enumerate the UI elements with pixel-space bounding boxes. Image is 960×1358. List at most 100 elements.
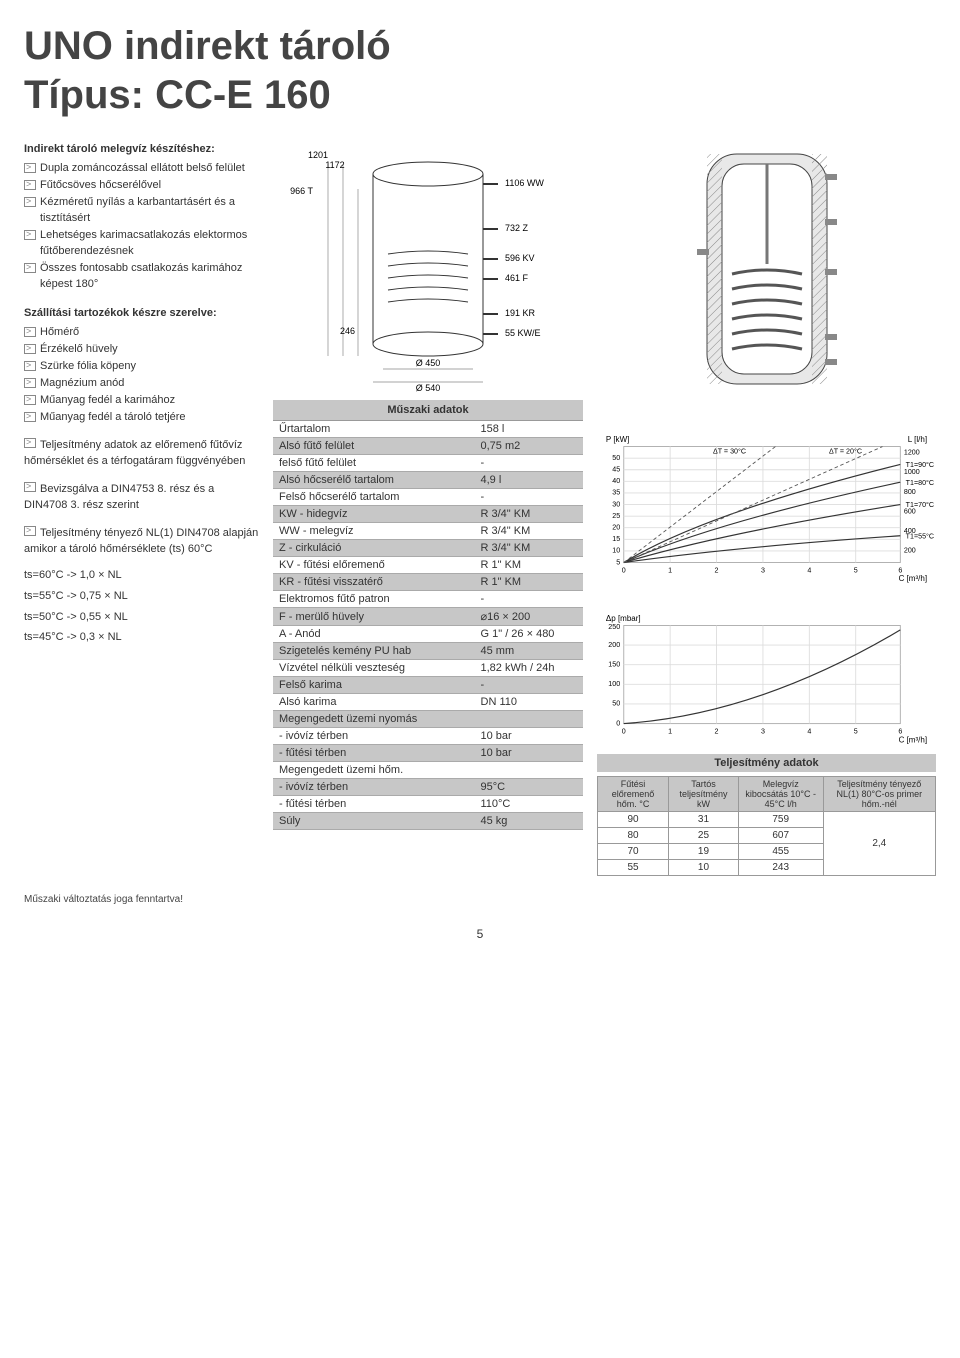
perf-cell: 455 xyxy=(738,844,823,860)
dim-label: 1201 xyxy=(308,150,328,160)
bullet-icon xyxy=(24,327,36,337)
list-text: Fűtőcsöves hőcserélővel xyxy=(40,178,161,194)
svg-text:ΔT = 20°C: ΔT = 20°C xyxy=(829,448,862,456)
perf-cell: 55 xyxy=(598,860,669,876)
svg-text:0: 0 xyxy=(622,727,626,735)
spec-header: Műszaki adatok xyxy=(273,400,583,421)
section1-list: Dupla zománcozással ellátott belső felül… xyxy=(24,161,259,293)
list-text: Lehetséges karimacsatlakozás elektormos … xyxy=(40,228,259,260)
perf-cell: 243 xyxy=(738,860,823,876)
dim-label: 1106 WW xyxy=(505,178,544,188)
power-chart: P [kW] L [l/h] xyxy=(597,424,936,594)
spec-row: Alsó karimaDN 110 xyxy=(273,694,583,711)
spec-key: Súly xyxy=(273,813,475,830)
spec-key: KR - fűtési visszatérő xyxy=(273,574,475,591)
spec-key: Alsó karima xyxy=(273,694,475,711)
footnote: Műszaki változtatás joga fenntartva! xyxy=(24,894,936,905)
spec-val: R 1" KM xyxy=(475,574,584,591)
spec-row: WW - melegvízR 3/4" KM xyxy=(273,523,583,540)
spec-key: Űrtartalom xyxy=(273,421,475,438)
perf-col: Tartós teljesítmény kW xyxy=(669,777,739,812)
spec-key: - ivóvíz térben xyxy=(273,779,475,796)
spec-row: Alsó hőcserélő tartalom4,9 l xyxy=(273,472,583,489)
dim-label: 732 Z xyxy=(505,223,529,233)
spec-row: - fűtési térben110°C xyxy=(273,796,583,813)
perf-cell-nl: 2,4 xyxy=(823,812,935,876)
spec-key: Vízvétel nélküli veszteség xyxy=(273,660,475,677)
chart-ylabel: P [kW] xyxy=(606,435,629,444)
svg-text:6: 6 xyxy=(898,566,902,574)
spec-key: KW - hidegvíz xyxy=(273,506,475,523)
spec-key: Megengedett üzemi hőm. xyxy=(273,762,475,779)
page-title-line2: Típus: CC-E 160 xyxy=(24,73,936,118)
left-column: Indirekt tároló melegvíz készítéshez: Du… xyxy=(24,134,259,876)
spec-val: 95°C xyxy=(475,779,584,796)
list-text: Magnézium anód xyxy=(40,376,124,392)
list-text: Dupla zománcozással ellátott belső felül… xyxy=(40,161,245,177)
svg-text:200: 200 xyxy=(608,641,620,649)
dim-label: 191 KR xyxy=(505,308,536,318)
svg-text:25: 25 xyxy=(612,512,620,520)
spec-val: - xyxy=(475,455,584,472)
ts-line: ts=60°C -> 1,0 × NL xyxy=(24,568,259,584)
bullet-icon xyxy=(24,395,36,405)
svg-text:0: 0 xyxy=(616,719,620,727)
para2-text: Bevizsgálva a DIN4753 8. rész és a DIN47… xyxy=(24,483,214,511)
perf-col: Melegvíz kibocsátás 10°C - 45°C l/h xyxy=(738,777,823,812)
spec-row: - ivóvíz térben95°C xyxy=(273,779,583,796)
spec-key: felső fűtő felület xyxy=(273,455,475,472)
spec-key: - fűtési térben xyxy=(273,745,475,762)
section1-heading: Indirekt tároló melegvíz készítéshez: xyxy=(24,142,259,158)
spec-val: R 3/4" KM xyxy=(475,540,584,557)
svg-text:1000: 1000 xyxy=(904,468,920,476)
svg-text:T1=90°C: T1=90°C xyxy=(906,461,934,469)
spec-row: Felső hőcserélő tartalom- xyxy=(273,489,583,506)
svg-text:45: 45 xyxy=(612,466,620,474)
spec-row: felső fűtő felület- xyxy=(273,455,583,472)
perf-cell: 25 xyxy=(669,828,739,844)
spec-row: Megengedett üzemi nyomás xyxy=(273,711,583,728)
spec-row: KW - hidegvízR 3/4" KM xyxy=(273,506,583,523)
list-text: Műanyag fedél a tároló tetjére xyxy=(40,410,186,426)
svg-text:50: 50 xyxy=(612,454,620,462)
spec-val: 10 bar xyxy=(475,745,584,762)
spec-row: A - AnódG 1" / 26 × 480 xyxy=(273,626,583,643)
spec-key: A - Anód xyxy=(273,626,475,643)
svg-text:1: 1 xyxy=(668,727,672,735)
list-text: Érzékelő hüvely xyxy=(40,342,118,358)
svg-text:T1=80°C: T1=80°C xyxy=(906,479,934,487)
spec-key: F - merülő hüvely xyxy=(273,608,475,626)
spec-key: Alsó fűtő felület xyxy=(273,438,475,455)
bullet-icon xyxy=(24,263,36,273)
perf-cell: 19 xyxy=(669,844,739,860)
chart-ylabel: Δp [mbar] xyxy=(606,614,641,623)
svg-text:C [m³/h]: C [m³/h] xyxy=(899,735,928,744)
perf-col: Teljesítmény tényező NL(1) 80°C-os prime… xyxy=(823,777,935,812)
spec-val: R 3/4" KM xyxy=(475,506,584,523)
spec-val: - xyxy=(475,677,584,694)
spec-key: Megengedett üzemi nyomás xyxy=(273,711,475,728)
spec-row: KR - fűtési visszatérőR 1" KM xyxy=(273,574,583,591)
bullet-icon xyxy=(24,482,36,492)
right-column: P [kW] L [l/h] xyxy=(597,134,936,876)
bullet-icon xyxy=(24,197,36,207)
perf-row: 90317592,4 xyxy=(598,812,936,828)
perf-cell: 759 xyxy=(738,812,823,828)
svg-text:5: 5 xyxy=(854,727,858,735)
dimension-diagram: 1201 1172 966 T 246 1106 WW 732 Z 596 KV… xyxy=(273,134,583,394)
svg-text:100: 100 xyxy=(608,680,620,688)
bullet-icon xyxy=(24,361,36,371)
svg-text:1200: 1200 xyxy=(904,449,920,457)
section2-heading: Szállítási tartozékok készre szerelve: xyxy=(24,306,259,322)
svg-text:3: 3 xyxy=(761,727,765,735)
spec-key: KV - fűtési előremenő xyxy=(273,557,475,574)
spec-val: 45 mm xyxy=(475,643,584,660)
chart-ylabel-right: L [l/h] xyxy=(908,435,927,444)
dim-label: 55 KW/E xyxy=(505,328,541,338)
dim-label: Ø 450 xyxy=(416,358,441,368)
spec-key: Alsó hőcserélő tartalom xyxy=(273,472,475,489)
svg-text:0: 0 xyxy=(622,566,626,574)
spec-row: - fűtési térben10 bar xyxy=(273,745,583,762)
spec-val xyxy=(475,711,584,728)
bullet-icon xyxy=(24,230,36,240)
